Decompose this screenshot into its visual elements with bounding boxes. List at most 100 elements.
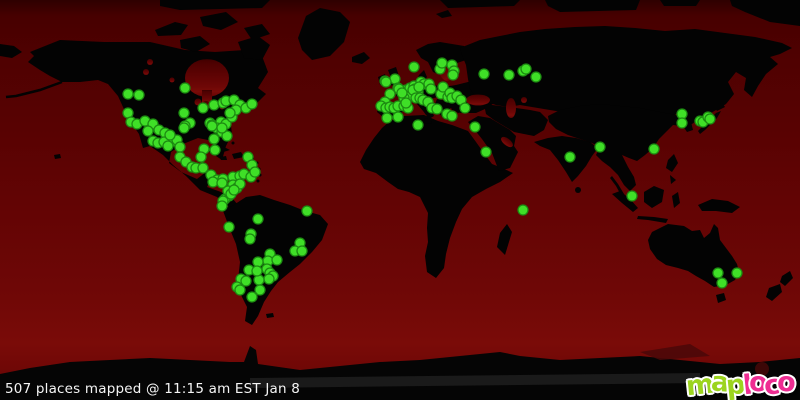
place-dot: [253, 274, 265, 286]
black-sea: [466, 94, 490, 106]
place-dot: [564, 151, 576, 163]
scandinavia: [416, 10, 470, 83]
place-dot: [408, 61, 420, 73]
place-dot: [216, 122, 228, 134]
logo-loco-text: loco: [741, 366, 797, 400]
logo-map-text: map: [684, 366, 746, 400]
place-dot: [431, 103, 443, 115]
antarctica-ice-sheen: [250, 373, 700, 388]
place-dot: [197, 102, 209, 114]
place-dot: [480, 146, 492, 158]
place-dot: [301, 205, 313, 217]
place-dot: [530, 71, 542, 83]
logo-letter: o: [776, 366, 797, 399]
place-dot: [254, 284, 266, 296]
place-dot: [234, 284, 246, 296]
place-dot: [380, 76, 392, 88]
place-dot: [228, 184, 240, 196]
canada-lakes: [143, 69, 149, 75]
place-dot: [223, 221, 235, 233]
place-dot: [384, 88, 396, 100]
place-dot: [447, 69, 459, 81]
place-dot: [271, 254, 283, 266]
aleutian-islands: [5, 80, 63, 99]
place-dot: [244, 233, 256, 245]
james-bay: [202, 90, 212, 104]
place-dot: [216, 177, 228, 189]
antarctica-red-patch: [755, 362, 769, 376]
place-dot: [240, 275, 252, 287]
canada-lakes: [147, 59, 153, 65]
place-dot: [122, 88, 134, 100]
new-zealand: [766, 271, 793, 301]
place-dot: [517, 204, 529, 216]
place-dot: [436, 57, 448, 69]
place-dot: [712, 267, 724, 279]
arctic-top-strips: [160, 0, 800, 26]
arabia-middle-east: [468, 116, 518, 171]
iran-central-asia: [484, 104, 548, 136]
place-dot: [296, 245, 308, 257]
place-dot: [676, 117, 688, 129]
italy: [417, 100, 434, 124]
place-dot: [263, 273, 275, 285]
place-dot: [626, 190, 638, 202]
arctic-islands: [155, 12, 270, 60]
caspian-sea: [506, 98, 516, 118]
aral-sea: [521, 97, 527, 103]
place-dot: [224, 107, 236, 119]
madagascar: [497, 224, 512, 255]
place-dot: [478, 68, 490, 80]
place-dot: [413, 81, 425, 93]
east-asia: [548, 104, 683, 191]
antarctica-red-patch: [640, 344, 710, 360]
indonesia-philippines: [612, 154, 740, 223]
place-dot: [731, 267, 743, 279]
australia: [648, 224, 739, 303]
place-dot: [503, 69, 515, 81]
antarctica: [0, 346, 800, 400]
sri-lanka: [575, 187, 581, 193]
place-dot: [208, 133, 220, 145]
place-dot: [178, 107, 190, 119]
place-dot: [246, 291, 258, 303]
place-dot: [178, 122, 190, 134]
place-dot: [209, 144, 221, 156]
place-dot: [704, 113, 716, 125]
place-dot: [216, 200, 228, 212]
place-dot: [179, 82, 191, 94]
russia-siberia: [460, 26, 792, 137]
maploco-logo[interactable]: maploco: [684, 366, 797, 400]
place-dot: [195, 151, 207, 163]
place-dot: [648, 143, 660, 155]
place-dot: [459, 102, 471, 114]
hudson-bay: [185, 59, 229, 97]
antarctica-group: [0, 344, 800, 400]
place-dot: [594, 141, 606, 153]
place-dot: [392, 111, 404, 123]
chukotka-wrap: [0, 44, 22, 58]
place-dots-layer: [122, 57, 743, 303]
place-dot: [221, 130, 233, 142]
place-dot: [133, 89, 145, 101]
greenland: [298, 8, 350, 60]
africa: [360, 115, 513, 278]
place-dot: [437, 81, 449, 93]
place-dot: [716, 277, 728, 289]
place-dot: [164, 129, 176, 141]
place-dot: [252, 213, 264, 225]
place-dot: [251, 265, 263, 277]
persian-gulf: [501, 136, 513, 148]
place-dot: [381, 112, 393, 124]
place-dot: [520, 63, 532, 75]
place-dot: [197, 162, 209, 174]
place-dot: [396, 87, 408, 99]
place-dot: [174, 141, 186, 153]
place-dot: [412, 119, 424, 131]
place-dot: [446, 110, 458, 122]
place-dot: [206, 120, 218, 132]
place-dot: [425, 83, 437, 95]
place-dot: [469, 121, 481, 133]
